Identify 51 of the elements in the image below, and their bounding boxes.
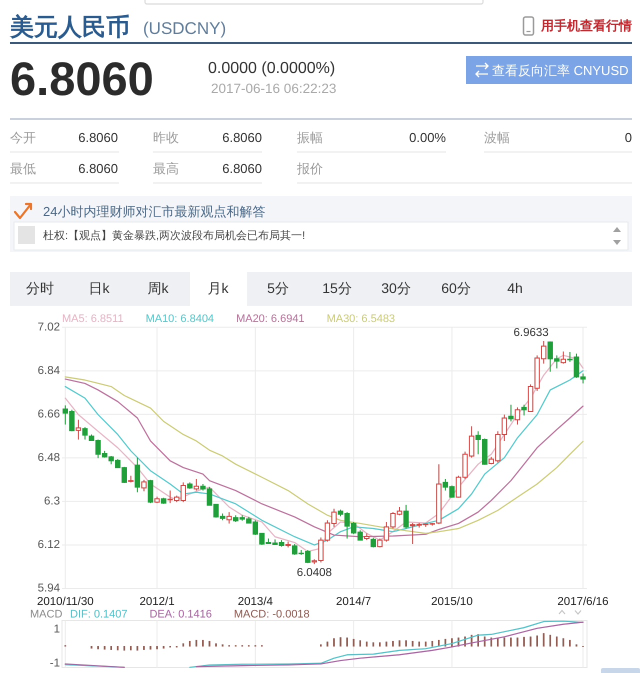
text: 用手机查看行情 (540, 18, 632, 32)
x-tick-label: 2010/11/30 (36, 596, 94, 608)
text: 4h (507, 280, 523, 296)
y-tick-label: 1 (54, 623, 60, 636)
legend: DIF: 0.1407 DEA: 0.1416 MACD: -0.0018 (70, 608, 310, 620)
y-tick-label: 6.66 (38, 408, 60, 420)
annotation: 6.0408 (296, 567, 332, 580)
text: 周k (148, 280, 170, 296)
text: 振幅 (297, 130, 323, 144)
text: 报价 (296, 160, 323, 176)
text: (USDCNY) (143, 18, 226, 38)
text: 月k (208, 280, 230, 296)
text: 6.8060 (78, 130, 118, 144)
text: 6.8060 (10, 52, 154, 104)
y-tick-label: 6.12 (38, 538, 60, 551)
chart-title: MACD (30, 608, 62, 620)
text: 60分 (441, 280, 471, 296)
text: 波幅 (484, 130, 510, 144)
text: 15分 (322, 280, 352, 296)
text: 5分 (267, 280, 289, 296)
y-tick-label: 6.84 (38, 364, 61, 377)
text: 0.00% (409, 130, 446, 144)
text: 最高 (153, 160, 179, 176)
text: 6.8060 (222, 160, 262, 176)
legend: MA5: 6.8511 MA10: 6.8404 MA20: 6.6941 MA30: 6.5483 (62, 313, 396, 325)
text: 分时 (26, 280, 54, 296)
text: 0 (624, 130, 632, 144)
text: 6.8060 (78, 160, 118, 176)
y-tick-label: 6.3 (44, 495, 60, 508)
text: 美元人民币 (9, 12, 130, 40)
x-tick-label: 2015/10 (431, 596, 473, 608)
text: 30分 (381, 280, 411, 296)
text: 最低 (10, 160, 36, 176)
x-tick-label: 2013/4 (238, 596, 274, 608)
text: 昨收 (153, 130, 179, 144)
annotation: 6.9633 (513, 327, 549, 340)
text: 24小时内理财师对汇市最新观点和解答 (43, 204, 266, 218)
y-tick-label: 6.48 (38, 452, 60, 464)
y-tick-label: 5.94 (38, 582, 61, 594)
text: 6.8060 (222, 130, 262, 144)
y-tick-label: 7.02 (38, 321, 60, 334)
x-tick-label: 2017/6/16 (557, 596, 609, 608)
text: 2017-06-16 06:22:23 (211, 80, 336, 96)
text: 0.0000 (0.0000%) (208, 60, 336, 76)
text: 杜权:【观点】黄金暴跌,两次波段布局机会已布局其一! (43, 229, 306, 242)
text: 查看反向汇率 CNYUSD (492, 62, 629, 78)
x-tick-label: 2012/1 (139, 596, 175, 608)
y-tick-label: -1 (50, 657, 60, 670)
text: 日k (88, 280, 110, 296)
text: 今开 (10, 130, 36, 144)
x-tick-label: 2014/7 (336, 596, 372, 608)
